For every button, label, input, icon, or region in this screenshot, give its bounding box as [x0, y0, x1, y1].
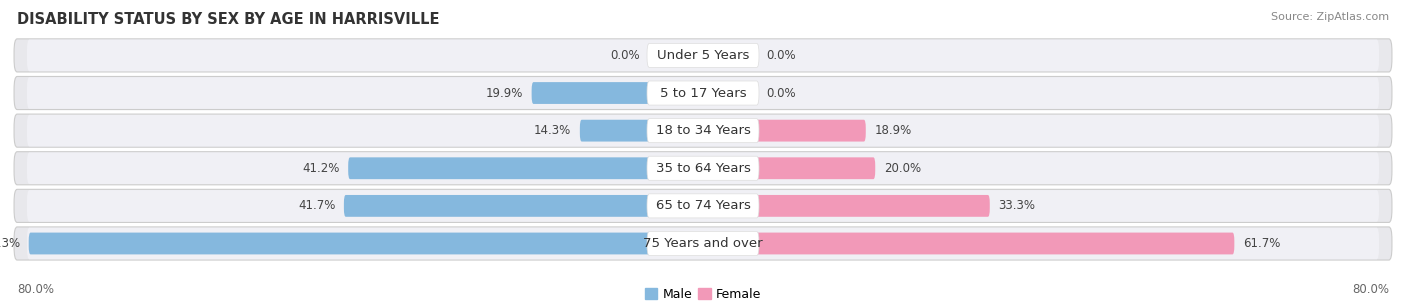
FancyBboxPatch shape — [14, 77, 1392, 109]
Text: 65 to 74 Years: 65 to 74 Years — [655, 199, 751, 212]
FancyBboxPatch shape — [531, 82, 703, 104]
FancyBboxPatch shape — [27, 152, 1379, 184]
FancyBboxPatch shape — [647, 194, 759, 218]
FancyBboxPatch shape — [28, 233, 703, 254]
Text: 41.2%: 41.2% — [302, 162, 340, 175]
Text: 61.7%: 61.7% — [1243, 237, 1281, 250]
FancyBboxPatch shape — [27, 228, 1379, 259]
FancyBboxPatch shape — [703, 195, 990, 217]
Text: 35 to 64 Years: 35 to 64 Years — [655, 162, 751, 175]
Text: 80.0%: 80.0% — [1353, 283, 1389, 296]
FancyBboxPatch shape — [14, 114, 1392, 147]
FancyBboxPatch shape — [647, 156, 759, 180]
FancyBboxPatch shape — [349, 157, 703, 179]
FancyBboxPatch shape — [647, 43, 759, 67]
Text: 5 to 17 Years: 5 to 17 Years — [659, 87, 747, 99]
Text: 78.3%: 78.3% — [0, 237, 20, 250]
FancyBboxPatch shape — [703, 120, 866, 142]
FancyBboxPatch shape — [14, 189, 1392, 222]
Text: 33.3%: 33.3% — [998, 199, 1035, 212]
Text: Under 5 Years: Under 5 Years — [657, 49, 749, 62]
Text: 14.3%: 14.3% — [534, 124, 571, 137]
Text: 41.7%: 41.7% — [298, 199, 335, 212]
Legend: Male, Female: Male, Female — [640, 283, 766, 305]
FancyBboxPatch shape — [14, 39, 1392, 72]
FancyBboxPatch shape — [647, 231, 759, 256]
Text: Source: ZipAtlas.com: Source: ZipAtlas.com — [1271, 12, 1389, 22]
Text: 18 to 34 Years: 18 to 34 Years — [655, 124, 751, 137]
FancyBboxPatch shape — [14, 227, 1392, 260]
FancyBboxPatch shape — [27, 115, 1379, 146]
Text: 0.0%: 0.0% — [766, 87, 796, 99]
FancyBboxPatch shape — [703, 157, 875, 179]
FancyBboxPatch shape — [647, 119, 759, 143]
FancyBboxPatch shape — [703, 233, 1234, 254]
FancyBboxPatch shape — [344, 195, 703, 217]
FancyBboxPatch shape — [27, 190, 1379, 222]
Text: 18.9%: 18.9% — [875, 124, 911, 137]
Text: 80.0%: 80.0% — [17, 283, 53, 296]
FancyBboxPatch shape — [27, 40, 1379, 71]
Text: 20.0%: 20.0% — [884, 162, 921, 175]
FancyBboxPatch shape — [27, 77, 1379, 109]
Text: 19.9%: 19.9% — [485, 87, 523, 99]
Text: 0.0%: 0.0% — [610, 49, 640, 62]
Text: DISABILITY STATUS BY SEX BY AGE IN HARRISVILLE: DISABILITY STATUS BY SEX BY AGE IN HARRI… — [17, 12, 439, 27]
FancyBboxPatch shape — [647, 81, 759, 105]
FancyBboxPatch shape — [14, 152, 1392, 185]
Text: 0.0%: 0.0% — [766, 49, 796, 62]
Text: 75 Years and over: 75 Years and over — [643, 237, 763, 250]
FancyBboxPatch shape — [579, 120, 703, 142]
